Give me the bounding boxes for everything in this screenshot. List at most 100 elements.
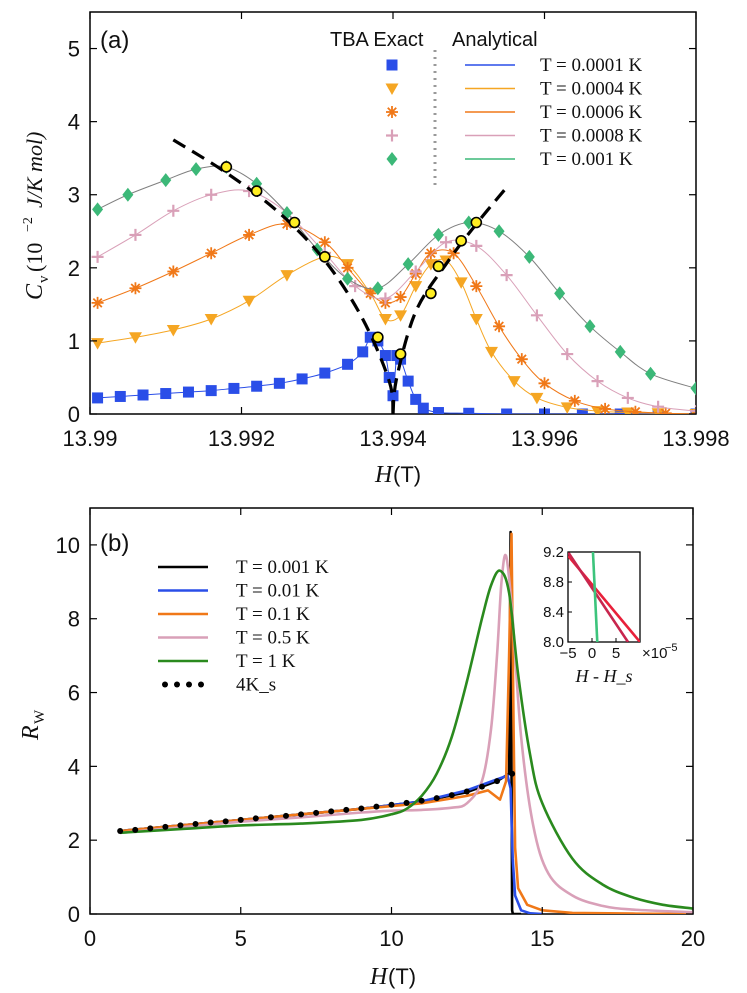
data-point-s2-13 [447,247,460,260]
panel-b-ylabel-sub: W [32,709,48,724]
panel-a-ylabel-italic: C [22,283,48,300]
data-point-s4-18 [645,366,657,381]
panel-b-ylabel: R W [18,709,48,741]
data-point-s3-3 [205,188,218,201]
data-point-s0-4 [182,386,194,398]
dot-point-21 [433,795,440,802]
data-point-s2-19 [599,402,612,414]
data-point-s2-14 [470,280,483,293]
data-point-s0-27 [576,408,588,414]
data-point-s0-11 [342,358,354,370]
legend-dot-2 [186,681,192,688]
legend-marker-4 [386,152,398,166]
data-point-s2-17 [538,377,551,390]
dot-point-9 [252,815,259,822]
data-point-s4-15 [554,286,566,301]
data-point-s1-13 [439,255,453,268]
data-point-s1-12 [424,259,438,271]
data-point-s0-0 [92,392,104,404]
legend-header-tba: TBA Exact [330,29,424,51]
legend-label-4: T = 0.001 K [540,149,633,170]
data-point-s0-5 [205,385,217,397]
dot-point-3 [162,823,169,830]
panel-a-frame [89,11,697,415]
panel-a-tag: (a) [100,27,129,54]
x-tick-label-2: 10 [379,926,403,951]
dot-point-8 [237,816,244,823]
data-point-s2-16 [515,353,528,366]
inset-y-tick-label-3: 9.2 [543,544,564,561]
crossing-point-3 [319,251,331,263]
data-point-s0-10 [319,367,331,379]
crossing-point-0 [220,161,233,173]
x-tick-label-1: 5 [235,926,247,951]
panel-b-xlabel-units: (T) [388,964,416,989]
y-tick-label-1: 2 [68,828,80,853]
data-point-s0-2 [137,389,149,401]
dot-point-22 [448,792,455,799]
data-point-s1-1 [128,332,142,344]
inset-xlabel: H - H_s [575,666,633,686]
panel-a-ylabel-exp: −2 [21,217,36,232]
data-point-s3-12 [500,269,513,282]
legend-label-4: T = 1 K [236,651,296,672]
series-line-3 [120,553,693,914]
crossing-point-4 [372,331,384,344]
dot-point-14 [328,808,335,815]
data-point-s1-2 [166,324,180,337]
dot-point-6 [207,819,214,826]
panel-b-plot-area [117,530,693,914]
legend-dot-3 [198,681,204,688]
data-point-s3-18 [690,405,696,414]
y-tick-label-5: 5 [68,37,80,62]
data-point-s1-17 [507,376,521,388]
legend-marker-2 [386,106,398,118]
legend-label-2: T = 0.0006 K [540,102,642,123]
legend-marker-1 [385,83,399,95]
x-tick-label-0: 0 [84,926,96,951]
data-point-s0-12 [357,346,369,358]
y-tick-label-2: 4 [68,754,80,779]
inset-y-tick-label-0: 8.0 [543,634,564,651]
data-point-s2-1 [129,282,142,295]
dot-point-12 [298,811,305,818]
data-point-s0-21 [410,393,422,405]
crossing-point-2 [288,216,301,229]
data-point-s3-7 [349,280,362,293]
data-point-s4-3 [190,162,202,177]
data-point-s3-17 [652,400,665,413]
data-point-s1-11 [409,281,423,293]
data-point-s3-11 [470,239,483,252]
legend-label-0: T = 0.001 K [236,557,329,578]
panel-a-xlabel-units: (T) [393,462,421,487]
y-tick-label-3: 6 [68,681,80,706]
panel-b-legend: T = 0.001 K T = 0.01 KT = 0.1 K T = 0.5 KT… [158,557,329,696]
data-point-s4-16 [584,319,596,334]
data-point-s3-14 [561,348,574,361]
data-point-s2-10 [394,291,407,304]
data-point-s4-14 [523,249,535,264]
dot-point-0 [117,827,124,834]
data-point-s2-6 [318,236,331,249]
data-point-s2-20 [629,405,642,414]
dot-point-24 [478,783,485,790]
crossing-point-1 [250,185,263,197]
data-point-s4-9 [372,281,384,296]
data-point-s1-16 [484,346,498,359]
data-point-s2-2 [167,265,180,278]
data-point-s4-0 [92,202,104,217]
y-tick-label-0: 0 [68,902,80,927]
dot-point-4 [177,822,184,829]
series-line-2 [120,532,693,914]
data-point-s4-11 [432,227,444,242]
panel-a-ylabel: C v (10 −2 J/K mol) [21,132,52,300]
y-tick-label-4: 4 [68,110,80,135]
data-point-s1-3 [204,313,218,326]
data-point-s3-10 [440,236,453,249]
legend-marker-0 [386,59,398,71]
legend-label-1: T = 0.0004 K [540,79,642,100]
data-point-s4-17 [614,344,626,359]
legend-label-3: T = 0.5 K [236,628,310,649]
